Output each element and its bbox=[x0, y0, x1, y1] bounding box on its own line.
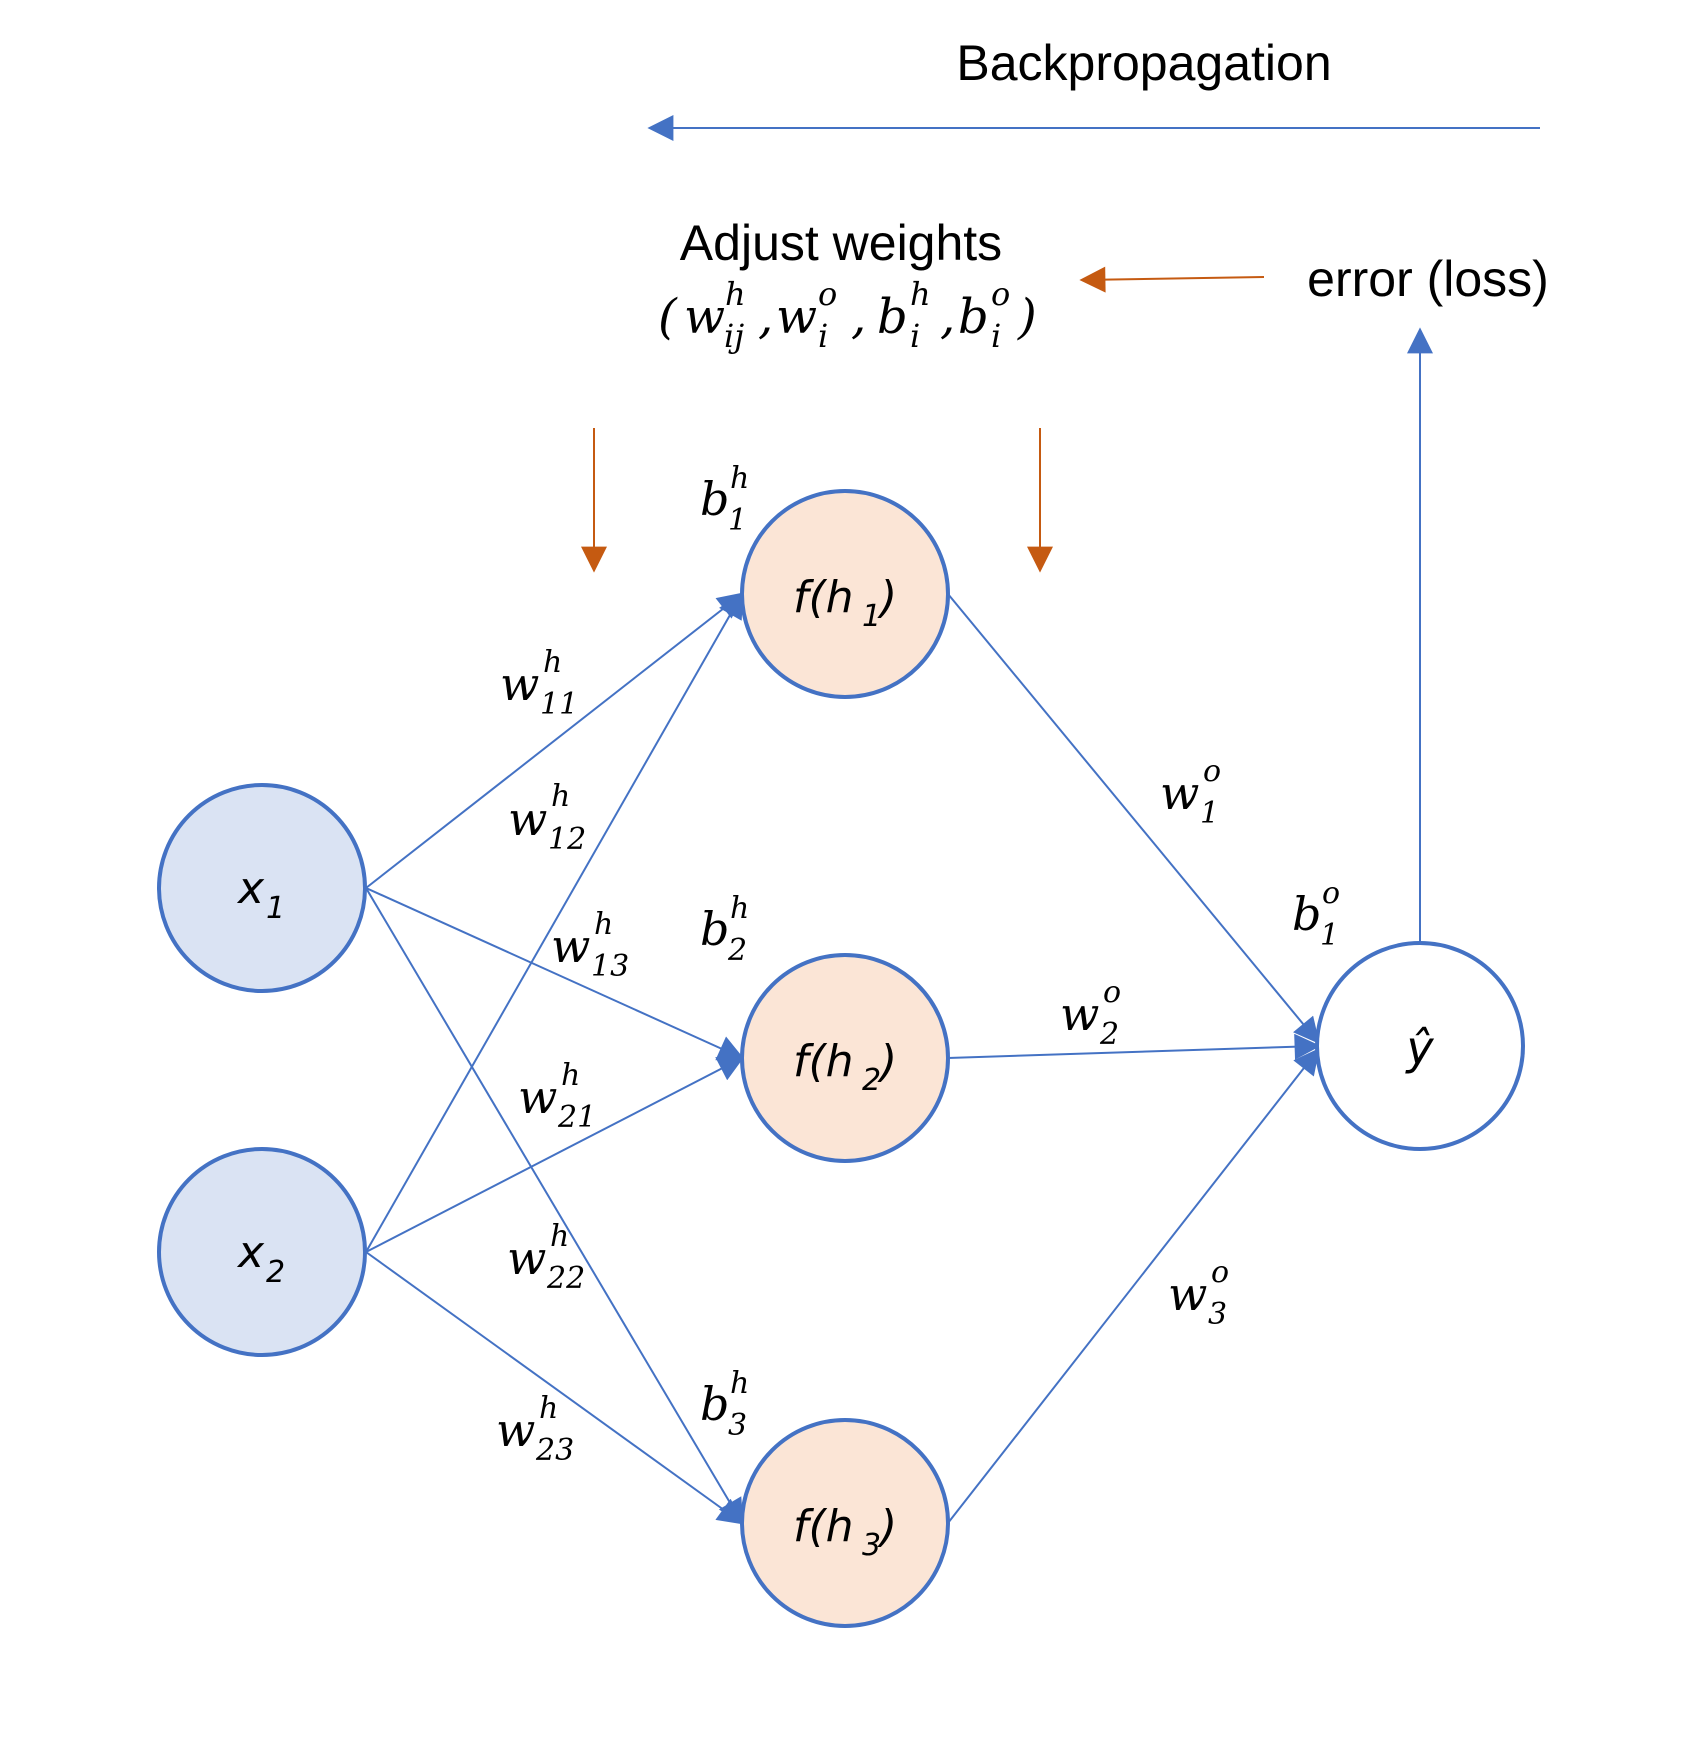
bh3-sup: h bbox=[730, 1366, 749, 1401]
input-hidden-edges bbox=[365, 591, 745, 1526]
bh1-base: b bbox=[700, 472, 729, 526]
w22-base: w bbox=[507, 1231, 546, 1285]
adjust-weights-label: Adjust weights bbox=[680, 215, 1002, 271]
edge-x1-h2 bbox=[365, 887, 745, 1061]
wo1-sup: o bbox=[1203, 754, 1221, 789]
formula-w-o-sup: o bbox=[818, 275, 837, 313]
hidden-weight-labels: w h 11 w h 12 w h 13 w h 21 w h 22 w h 2… bbox=[496, 645, 629, 1468]
bh3-base: b bbox=[700, 1377, 729, 1431]
w22-sub: 22 bbox=[546, 1261, 585, 1296]
w12-base: w bbox=[508, 792, 547, 846]
formula-w2: w bbox=[776, 289, 817, 345]
w23-sub: 23 bbox=[535, 1433, 574, 1468]
w21-sup: h bbox=[561, 1058, 580, 1093]
error-loss-label: error (loss) bbox=[1307, 251, 1549, 307]
edge-h2-y bbox=[947, 1033, 1321, 1060]
input-layer: x 1 x 2 bbox=[157, 783, 367, 1357]
bo1-sup: o bbox=[1322, 876, 1340, 911]
formula-b2: b bbox=[958, 289, 989, 345]
formula-b-o-sub: i bbox=[991, 317, 1001, 355]
input-x2-base: x bbox=[236, 1227, 265, 1278]
formula-w-h-sup: h bbox=[725, 275, 746, 313]
formula-w: w bbox=[684, 289, 725, 345]
hidden-h3-pre: f(h bbox=[793, 1501, 854, 1552]
hidden-layer: f(h 1 ) f(h 2 ) f(h 3 ) bbox=[740, 489, 950, 1628]
bias-labels: b h 1 b h 2 b h 3 b o 1 bbox=[700, 461, 1340, 1443]
input-node-x2 bbox=[157, 1147, 367, 1357]
w13-sub: 13 bbox=[591, 949, 629, 984]
w21-sub: 21 bbox=[557, 1100, 596, 1135]
input-node-x1 bbox=[157, 783, 367, 993]
edge-x1-h1 bbox=[365, 592, 745, 889]
hidden-node-h2 bbox=[740, 953, 950, 1163]
hidden-output-edges bbox=[947, 593, 1321, 1524]
hidden-h2-pre: f(h bbox=[793, 1036, 854, 1087]
error-to-adjust-arrow bbox=[1079, 266, 1265, 293]
wo3-sup: o bbox=[1211, 1255, 1229, 1290]
w21-base: w bbox=[518, 1070, 557, 1124]
bo1-sub: 1 bbox=[1320, 918, 1339, 953]
edge-x2-h3 bbox=[365, 1251, 745, 1525]
w13-sup: h bbox=[594, 907, 613, 942]
hidden-h2-post: ) bbox=[877, 1036, 897, 1087]
formula-comma-3: , bbox=[940, 289, 955, 345]
formula-b-h-sub: i bbox=[910, 317, 920, 355]
input-x1-sub: 1 bbox=[266, 891, 285, 926]
output-yhat-label: ŷ bbox=[1404, 1021, 1434, 1075]
output-node-yhat bbox=[1315, 941, 1525, 1151]
w23-base: w bbox=[496, 1403, 535, 1457]
edge-h3-y bbox=[947, 1047, 1320, 1524]
hidden-h1-pre: f(h bbox=[793, 572, 854, 623]
edge-x2-h2 bbox=[365, 1056, 745, 1253]
bh3-sub: 3 bbox=[728, 1408, 747, 1443]
formula-b-o-sup: o bbox=[991, 275, 1010, 313]
bo1-base: b bbox=[1292, 887, 1321, 941]
w11-base: w bbox=[500, 657, 539, 711]
hidden-node-h3 bbox=[740, 1418, 950, 1628]
backpropagation-label: Backpropagation bbox=[956, 35, 1331, 91]
wo2-sub: 2 bbox=[1099, 1017, 1119, 1052]
w12-sup: h bbox=[551, 779, 570, 814]
formula-close-paren: ) bbox=[1017, 289, 1037, 345]
input-x2-sub: 2 bbox=[266, 1255, 285, 1290]
edge-h1-y bbox=[947, 593, 1320, 1045]
w12-sub: 12 bbox=[548, 822, 586, 857]
hidden-h3-post: ) bbox=[877, 1501, 897, 1552]
wo1-sub: 1 bbox=[1200, 796, 1219, 831]
bh1-sup: h bbox=[730, 461, 749, 496]
w13-base: w bbox=[551, 919, 590, 973]
formula-comma-2: , bbox=[851, 289, 866, 345]
wo1-base: w bbox=[1160, 766, 1199, 820]
edge-x2-h1 bbox=[365, 591, 744, 1253]
hidden-h1-post: ) bbox=[877, 572, 897, 623]
bh2-sup: h bbox=[730, 891, 749, 926]
wo2-base: w bbox=[1060, 987, 1099, 1041]
wo3-base: w bbox=[1168, 1267, 1207, 1321]
w22-sup: h bbox=[550, 1219, 569, 1254]
hidden-h3-sub: 3 bbox=[862, 1528, 881, 1563]
output-layer: ŷ bbox=[1315, 941, 1525, 1151]
formula-w-h-sub: ij bbox=[724, 317, 744, 355]
formula-b: b bbox=[877, 289, 908, 345]
w11-sup: h bbox=[543, 645, 562, 680]
formula-w-o-sub: i bbox=[818, 317, 828, 355]
output-weight-labels: w o 1 w o 2 w o 3 bbox=[1060, 754, 1229, 1332]
formula-comma-1: , bbox=[758, 289, 773, 345]
bh2-base: b bbox=[700, 902, 729, 956]
bh1-sub: 1 bbox=[728, 503, 747, 538]
parameter-formula: ( w h ij , w o i , b h i , b o i ) bbox=[658, 275, 1037, 355]
edge-x1-h3 bbox=[365, 887, 744, 1526]
hidden-node-h1 bbox=[740, 489, 950, 699]
wo2-sup: o bbox=[1103, 975, 1121, 1010]
input-x1-base: x bbox=[236, 863, 265, 914]
formula-b-h-sup: h bbox=[910, 275, 931, 313]
w11-sub: 11 bbox=[540, 687, 578, 722]
bh2-sub: 2 bbox=[727, 933, 747, 968]
w23-sup: h bbox=[539, 1391, 558, 1426]
hidden-h2-sub: 2 bbox=[862, 1063, 881, 1098]
wo3-sub: 3 bbox=[1208, 1297, 1227, 1332]
hidden-h1-sub: 1 bbox=[862, 599, 881, 634]
formula-open-paren: ( bbox=[658, 289, 678, 345]
